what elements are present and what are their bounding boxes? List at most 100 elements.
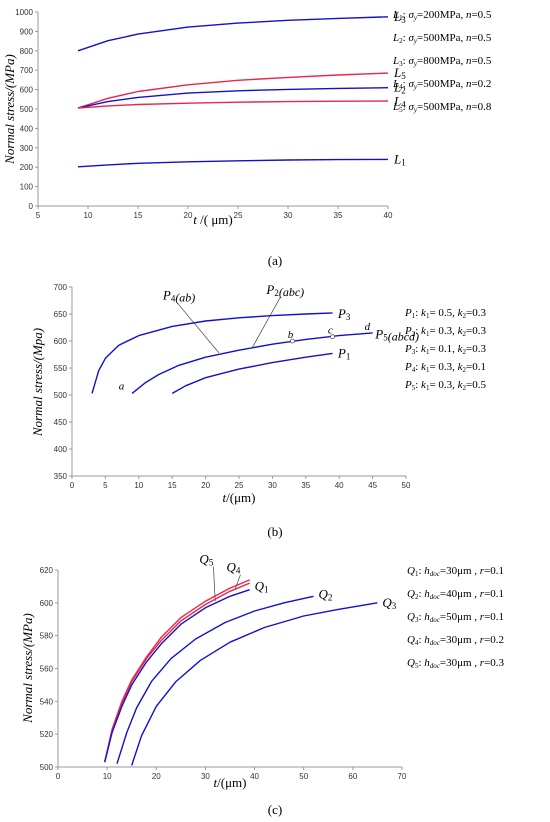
legend-item: P2: k1= 0.3, k2=0.3: [404, 325, 487, 338]
x-tick-label: 35: [334, 211, 343, 220]
x-tick-label: 20: [152, 772, 161, 781]
x-tick-label: 15: [134, 211, 143, 220]
x-tick-label: 25: [234, 211, 243, 220]
x-tick-label: 30: [284, 211, 293, 220]
y-tick-label: 600: [54, 337, 68, 346]
legend-item: Q1: hdoc=30μm , r=0.1: [407, 565, 504, 578]
x-tick-label: 40: [250, 772, 259, 781]
legend-item: L3: σy=800MPa, n=0.5: [392, 55, 492, 68]
y-tick-label: 500: [40, 763, 54, 772]
curve-label-P3: P3: [337, 306, 351, 322]
x-tick-label: 50: [402, 481, 411, 490]
legend-item: P3: k1= 0.1, k2=0.3: [404, 343, 487, 356]
legend-item: P1: k1= 0.5, k2=0.3: [404, 307, 487, 320]
y-tick-label: 1000: [15, 8, 33, 17]
x-tick-label: 50: [299, 772, 308, 781]
legend-item: P4: k1= 0.3, k2=0.1: [404, 361, 486, 374]
x-tick-label: 25: [235, 481, 244, 490]
y-tick-label: 100: [20, 183, 34, 192]
x-tick-label: 30: [201, 772, 210, 781]
curve-label-L3: L3: [393, 9, 406, 25]
y-axis-label: Normal stress/(MPa): [2, 54, 17, 165]
curve-label-P5: P5(abcd): [374, 327, 419, 344]
y-tick-label: 540: [40, 697, 54, 706]
series-line-L5: [77, 72, 389, 109]
panel-caption: (c): [268, 802, 282, 817]
series-line-L3: [77, 16, 389, 52]
curve-label-L4: L4: [393, 94, 406, 110]
legend-item: Q3: hdoc=50μm , r=0.1: [407, 611, 504, 624]
x-tick-label: 40: [384, 211, 393, 220]
y-tick-label: 400: [54, 445, 68, 454]
x-tick-label: 10: [103, 772, 112, 781]
y-axis-label: Normal stress/(MPa): [20, 613, 35, 724]
legend-item: L1: σy=200MPa, n=0.5: [392, 9, 492, 22]
series-line-L1: [77, 158, 389, 168]
panel-caption: (b): [267, 524, 282, 539]
x-tick-label: 35: [301, 481, 310, 490]
panel-caption: (a): [268, 253, 282, 268]
curve-label-Q3: Q3: [382, 595, 396, 611]
callout-leader: [234, 574, 241, 590]
y-tick-label: 700: [54, 283, 68, 292]
x-tick-label: 10: [84, 211, 93, 220]
y-tick-label: 550: [54, 364, 68, 373]
x-tick-label: 0: [70, 481, 75, 490]
y-axis-label: Normal stress/(Mpa): [30, 328, 45, 437]
y-tick-label: 450: [54, 418, 68, 427]
point-label-d: d: [365, 321, 371, 333]
series-line-P2: [131, 332, 373, 394]
curve-label-P1: P1: [337, 345, 350, 361]
legend-item: Q2: hdoc=40μm , r=0.1: [407, 588, 504, 601]
y-tick-label: 620: [40, 566, 54, 575]
chart-panel-a: 5 10 15 20 25 30 35 400100200300400500600700800…: [2, 8, 492, 268]
callout-label-Q4: Q4: [226, 560, 240, 576]
x-tick-label: 40: [335, 481, 344, 490]
point-label-a: a: [119, 381, 125, 393]
x-tick-label: 5: [103, 481, 108, 490]
x-tick-label: 20: [184, 211, 193, 220]
x-axis-label: t/(μm): [223, 490, 256, 505]
y-tick-label: 650: [54, 310, 68, 319]
x-tick-label: 45: [368, 481, 377, 490]
curve-label-Q2: Q2: [318, 587, 332, 603]
x-tick-label: 60: [348, 772, 357, 781]
legend-item: L2: σy=500MPa, n=0.5: [392, 32, 492, 45]
y-tick-label: 700: [20, 66, 34, 75]
x-tick-label: 15: [168, 481, 177, 490]
x-tick-label: 5: [36, 211, 41, 220]
legend-item: L5: σy=500MPa, n=0.8: [392, 101, 492, 114]
x-tick-label: 10: [134, 481, 143, 490]
series-line-Q4: [104, 582, 250, 763]
y-tick-label: 580: [40, 632, 54, 641]
series-line-Q2: [116, 595, 314, 764]
curve-label-Q1: Q1: [255, 578, 269, 594]
point-marker: [330, 334, 335, 340]
callout-leader: [176, 302, 220, 354]
y-tick-label: 560: [40, 665, 54, 674]
series-line-Q1: [104, 589, 250, 763]
legend-item: L4: σy=500MPa, n=0.2: [392, 78, 491, 91]
x-axis-label: t /( μm): [193, 212, 232, 227]
y-tick-label: 0: [29, 202, 34, 211]
legend-item: Q4: hdoc=30μm , r=0.2: [407, 634, 504, 647]
series-line-Q3: [131, 602, 378, 766]
series-line-L2: [77, 87, 389, 109]
point-label-c: c: [328, 324, 333, 336]
x-axis-label: t/(μm): [214, 775, 247, 790]
y-tick-label: 520: [40, 730, 54, 739]
callout-leader: [252, 296, 281, 348]
legend-item: Q5: hdoc=30μm , r=0.3: [407, 657, 505, 670]
y-tick-label: 600: [40, 599, 54, 608]
callout-leader: [213, 566, 216, 602]
point-label-b: b: [288, 329, 294, 341]
curve-label-L2: L2: [393, 80, 406, 96]
x-tick-label: 30: [268, 481, 277, 490]
x-tick-label: 0: [56, 772, 61, 781]
point-marker: [290, 338, 295, 344]
chart-panel-b: 0 5 10 15 20 25 30 35 40 45 50 350 400 450 500 550 600 65…: [30, 282, 487, 539]
legend-item: P5: k1= 0.3, k2=0.5: [404, 379, 487, 392]
series-line-P3: [91, 312, 333, 394]
callout-label-P2: P2(abc): [265, 282, 304, 299]
